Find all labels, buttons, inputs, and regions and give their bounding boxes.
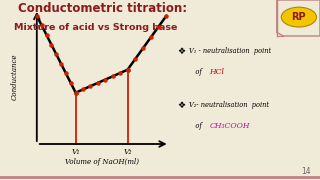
Text: Volume of NaOH(ml): Volume of NaOH(ml): [65, 158, 139, 165]
Text: HCl: HCl: [210, 68, 225, 75]
FancyBboxPatch shape: [282, 0, 320, 36]
Text: V₂- neutralisation  point: V₂- neutralisation point: [189, 101, 269, 109]
Text: ❖: ❖: [178, 47, 186, 56]
Text: V₂: V₂: [123, 148, 132, 156]
Text: Conductometric titration:: Conductometric titration:: [18, 2, 187, 15]
Text: ❖: ❖: [178, 101, 186, 110]
Text: RP: RP: [292, 12, 306, 22]
Text: CH₃COOH: CH₃COOH: [210, 122, 250, 129]
Text: of: of: [189, 122, 204, 129]
Text: Conductance: Conductance: [10, 53, 18, 100]
Text: of: of: [189, 68, 204, 75]
Text: V₁: V₁: [71, 148, 80, 156]
Polygon shape: [277, 0, 320, 36]
Text: V₁ - neutralisation  point: V₁ - neutralisation point: [189, 47, 271, 55]
Circle shape: [281, 7, 316, 27]
Text: Mixture of acid vs Strong base: Mixture of acid vs Strong base: [14, 23, 178, 32]
Text: 14: 14: [301, 167, 310, 176]
